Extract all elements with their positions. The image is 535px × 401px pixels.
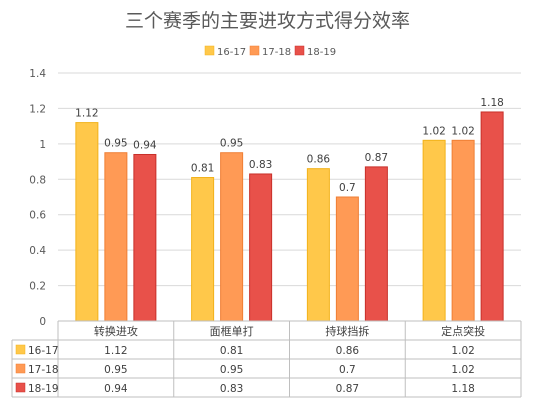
x-category-label: 定点突投 — [441, 324, 485, 338]
x-category-label: 持球挡拆 — [325, 324, 369, 338]
y-tick-label: 1.4 — [29, 68, 46, 80]
data-label: 0.83 — [249, 159, 272, 171]
y-tick-label: 1.2 — [29, 103, 46, 115]
table-series-name: 17-18 — [28, 364, 59, 376]
table-cell: 0.87 — [336, 383, 359, 395]
bar-18-19-面框单打 — [249, 173, 273, 322]
chart-title: 三个赛季的主要进攻方式得分效率 — [125, 10, 410, 32]
legend-label-17-18: 17-18 — [262, 47, 291, 58]
y-tick-label: 0.4 — [29, 245, 46, 257]
table-cell: 1.02 — [451, 345, 474, 357]
table-legend-swatch-16-17 — [15, 344, 26, 355]
data-label: 1.12 — [75, 108, 98, 120]
bar-16-17-转换进攻 — [75, 122, 99, 322]
data-label: 0.87 — [365, 152, 388, 164]
bar-16-17-定点突投 — [422, 139, 446, 322]
legend-label-18-19: 18-19 — [307, 47, 336, 58]
table-cell: 1.18 — [451, 383, 474, 395]
table-cell: 0.95 — [104, 364, 127, 376]
x-category-label: 转换进攻 — [94, 324, 138, 338]
data-label: 1.18 — [480, 97, 503, 109]
bar-18-19-持球挡拆 — [364, 166, 388, 322]
table-cell: 0.94 — [104, 383, 128, 395]
table-series-name: 18-19 — [28, 383, 59, 395]
bar-18-19-转换进攻 — [133, 153, 157, 322]
table-cell: 0.95 — [220, 364, 243, 376]
table-cell: 1.12 — [104, 345, 127, 357]
gridlines — [58, 72, 521, 322]
legend: 16-17 17-18 18-19 — [204, 45, 336, 58]
y-tick-label: 0.8 — [29, 174, 46, 186]
table-legend-swatch-17-18 — [15, 363, 26, 374]
bar-18-19-定点突投 — [480, 111, 504, 322]
legend-swatch-16-17 — [204, 45, 215, 56]
data-label: 0.86 — [307, 154, 331, 166]
bar-17-18-持球挡拆 — [335, 196, 359, 322]
x-category-label: 面框单打 — [210, 324, 254, 338]
data-label: 0.95 — [104, 138, 127, 150]
y-tick-label: 0.2 — [29, 281, 46, 293]
y-tick-label: 0 — [39, 316, 46, 328]
bar-17-18-转换进攻 — [104, 152, 128, 322]
legend-label-16-17: 16-17 — [217, 47, 246, 58]
bar-17-18-定点突投 — [451, 139, 475, 322]
table-cell: 0.81 — [220, 345, 243, 357]
data-table: 转换进攻 面框单打 持球挡拆 定点突投 16-17 1.12 0.81 0.86 1.02 17-… — [11, 320, 522, 398]
data-label: 0.7 — [339, 182, 356, 194]
table-cell: 0.86 — [336, 345, 360, 357]
data-label: 1.02 — [422, 125, 445, 137]
data-label: 1.02 — [451, 125, 474, 137]
table-cell: 0.83 — [220, 383, 243, 395]
bar-16-17-持球挡拆 — [306, 168, 330, 322]
y-tick-label: 1 — [39, 139, 46, 151]
y-tick-label: 0.6 — [29, 210, 46, 222]
bar-17-18-面框单打 — [220, 152, 244, 322]
data-labels: 1.12 0.95 0.94 0.81 0.95 0.83 0.86 0.7 0.87 1.02 1… — [75, 97, 504, 194]
y-axis: 0 0.2 0.4 0.6 0.8 1 1.2 1.4 — [29, 68, 46, 328]
table-series-name: 16-17 — [28, 345, 59, 357]
table-cell: 0.7 — [339, 364, 356, 376]
legend-swatch-17-18 — [249, 45, 260, 56]
data-label: 0.81 — [191, 163, 214, 175]
table-legend-swatch-18-19 — [15, 382, 26, 393]
legend-swatch-18-19 — [294, 45, 305, 56]
bar-16-17-面框单打 — [191, 177, 215, 322]
table-cell: 1.02 — [451, 364, 474, 376]
data-label: 0.95 — [220, 138, 243, 150]
data-label: 0.94 — [133, 139, 157, 151]
